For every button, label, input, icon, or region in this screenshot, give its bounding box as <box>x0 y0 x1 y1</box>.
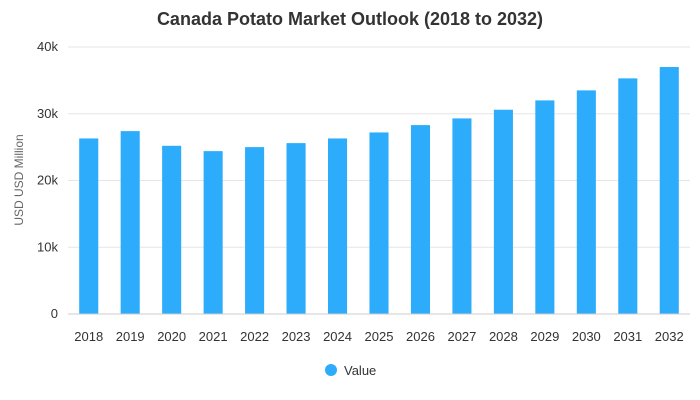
bar[interactable] <box>410 125 431 314</box>
x-tick-label: 2023 <box>282 329 311 344</box>
bar[interactable] <box>286 143 306 314</box>
y-axis-ticks: 0 10k 20k 30k 40k <box>37 39 58 321</box>
x-tick-label: 2028 <box>489 329 518 344</box>
x-tick-label: 2027 <box>447 329 476 344</box>
bar[interactable] <box>79 138 99 314</box>
x-tick-label: 2022 <box>240 329 269 344</box>
legend-marker <box>325 364 337 376</box>
y-tick-label: 0 <box>51 306 58 321</box>
x-tick-label: 2031 <box>613 329 642 344</box>
x-tick-label: 2026 <box>406 329 435 344</box>
x-tick-label: 2030 <box>572 329 601 344</box>
bar[interactable] <box>120 131 140 314</box>
bar[interactable] <box>618 78 638 314</box>
x-tick-label: 2025 <box>365 329 394 344</box>
legend-label: Value <box>344 363 376 378</box>
bar[interactable] <box>452 118 472 314</box>
y-tick-label: 30k <box>37 106 58 121</box>
x-axis-ticks: 2018 2019 2020 2021 2022 2023 2024 2025 2026 2027… <box>74 329 683 344</box>
x-tick-label: 2018 <box>74 329 103 344</box>
bar[interactable] <box>576 90 596 314</box>
bars <box>79 67 679 315</box>
bar[interactable] <box>493 109 513 315</box>
bar[interactable] <box>245 147 265 314</box>
bar[interactable] <box>535 100 555 315</box>
y-axis-label: USD USD Million <box>12 134 26 225</box>
x-tick-label: 2021 <box>199 329 228 344</box>
x-tick-label: 2020 <box>157 329 186 344</box>
x-tick-label: 2019 <box>116 329 145 344</box>
chart-title: Canada Potato Market Outlook (2018 to 20… <box>157 9 543 29</box>
y-tick-label: 40k <box>37 39 58 54</box>
x-tick-label: 2032 <box>655 329 684 344</box>
bar[interactable] <box>162 145 182 314</box>
legend[interactable]: Value <box>325 363 376 378</box>
bar[interactable] <box>327 138 348 314</box>
bar[interactable] <box>369 132 389 314</box>
y-tick-label: 20k <box>37 173 58 188</box>
x-tick-label: 2029 <box>530 329 559 344</box>
x-tick-label: 2024 <box>323 329 352 344</box>
y-tick-label: 10k <box>37 239 58 254</box>
bar[interactable] <box>659 67 679 315</box>
bar[interactable] <box>203 151 223 314</box>
